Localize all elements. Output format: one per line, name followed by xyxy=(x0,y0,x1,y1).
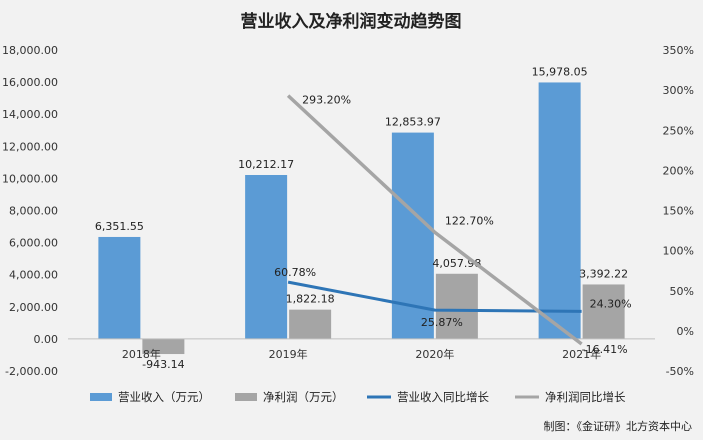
revenue-bar xyxy=(245,174,288,339)
y-right-tick-label: -50% xyxy=(666,365,694,378)
x-tick-label: 2021年 xyxy=(562,347,601,361)
revenue-growth-line xyxy=(287,280,582,313)
y-left-tick-label: 0.00 xyxy=(34,333,59,346)
y-left-tick-label: 4,000.00 xyxy=(9,269,58,282)
legend-net-profit-growth-label: 净利润同比增长 xyxy=(545,390,626,404)
net-profit-bar xyxy=(435,273,478,339)
y-left-tick-label: 2,000.00 xyxy=(9,301,58,314)
revenue-data-label: 6,351.55 xyxy=(95,220,144,233)
legend-revenue-swatch xyxy=(90,393,112,401)
source-note: 制图：《金证研》北方资本中心 xyxy=(544,419,693,433)
y-left-tick-label: 14,000.00 xyxy=(2,108,58,121)
legend-revenue-label: 营业收入（万元） xyxy=(118,390,210,404)
y-right-tick-label: 350% xyxy=(663,44,694,57)
revenue-data-label: 10,212.17 xyxy=(238,158,294,171)
net-profit-data-label: 3,392.22 xyxy=(579,267,628,280)
revenue-bar xyxy=(538,82,581,339)
y-left-tick-label: 6,000.00 xyxy=(9,237,58,250)
y-right-tick-label: 250% xyxy=(663,124,694,137)
net-profit-growth-label: -16.41% xyxy=(582,343,628,356)
net-profit-bar xyxy=(582,284,625,339)
y-right-tick-label: 100% xyxy=(663,245,694,258)
legend-revenue-growth-label: 营业收入同比增长 xyxy=(397,390,489,404)
chart-title: 营业收入及净利润变动趋势图 xyxy=(241,11,462,32)
y-left-tick-label: 16,000.00 xyxy=(2,76,58,89)
net-profit-growth-line xyxy=(286,94,583,346)
y-right-tick-label: 300% xyxy=(663,84,694,97)
revenue-data-label: 12,853.97 xyxy=(385,116,441,129)
y-left-tick-label: 18,000.00 xyxy=(2,44,58,57)
y-left-tick-label: 8,000.00 xyxy=(9,205,58,218)
x-tick-label: 2019年 xyxy=(269,347,308,361)
net-profit-bar xyxy=(289,309,332,339)
y-left-tick-label: 10,000.00 xyxy=(2,172,58,185)
legend-net-profit-swatch xyxy=(235,393,257,401)
x-tick-label: 2020年 xyxy=(415,347,454,361)
revenue-growth-label: 24.30% xyxy=(590,297,632,310)
y-right-tick-label: 50% xyxy=(670,285,694,298)
y-left-tick-label: -2,000.00 xyxy=(5,365,58,378)
y-right-tick-label: 150% xyxy=(663,205,694,218)
net-profit-bar xyxy=(142,338,185,355)
y-right-tick-label: 0% xyxy=(677,325,694,338)
y-right-tick-label: 200% xyxy=(663,164,694,177)
net-profit-growth-label: 293.20% xyxy=(302,94,351,107)
net-profit-data-label: 1,822.18 xyxy=(286,293,335,306)
net-profit-growth-label: 122.70% xyxy=(445,214,494,227)
revenue-growth-label: 60.78% xyxy=(274,266,316,279)
revenue-bar xyxy=(98,236,141,339)
legend-net-profit-label: 净利润（万元） xyxy=(263,390,344,404)
y-left-tick-label: 12,000.00 xyxy=(2,140,58,153)
revenue-data-label: 15,978.05 xyxy=(532,65,588,78)
x-tick-label: 2018年 xyxy=(122,347,161,361)
revenue-growth-label: 25.87% xyxy=(421,316,463,329)
net-profit-data-label: -943.14 xyxy=(142,358,184,371)
